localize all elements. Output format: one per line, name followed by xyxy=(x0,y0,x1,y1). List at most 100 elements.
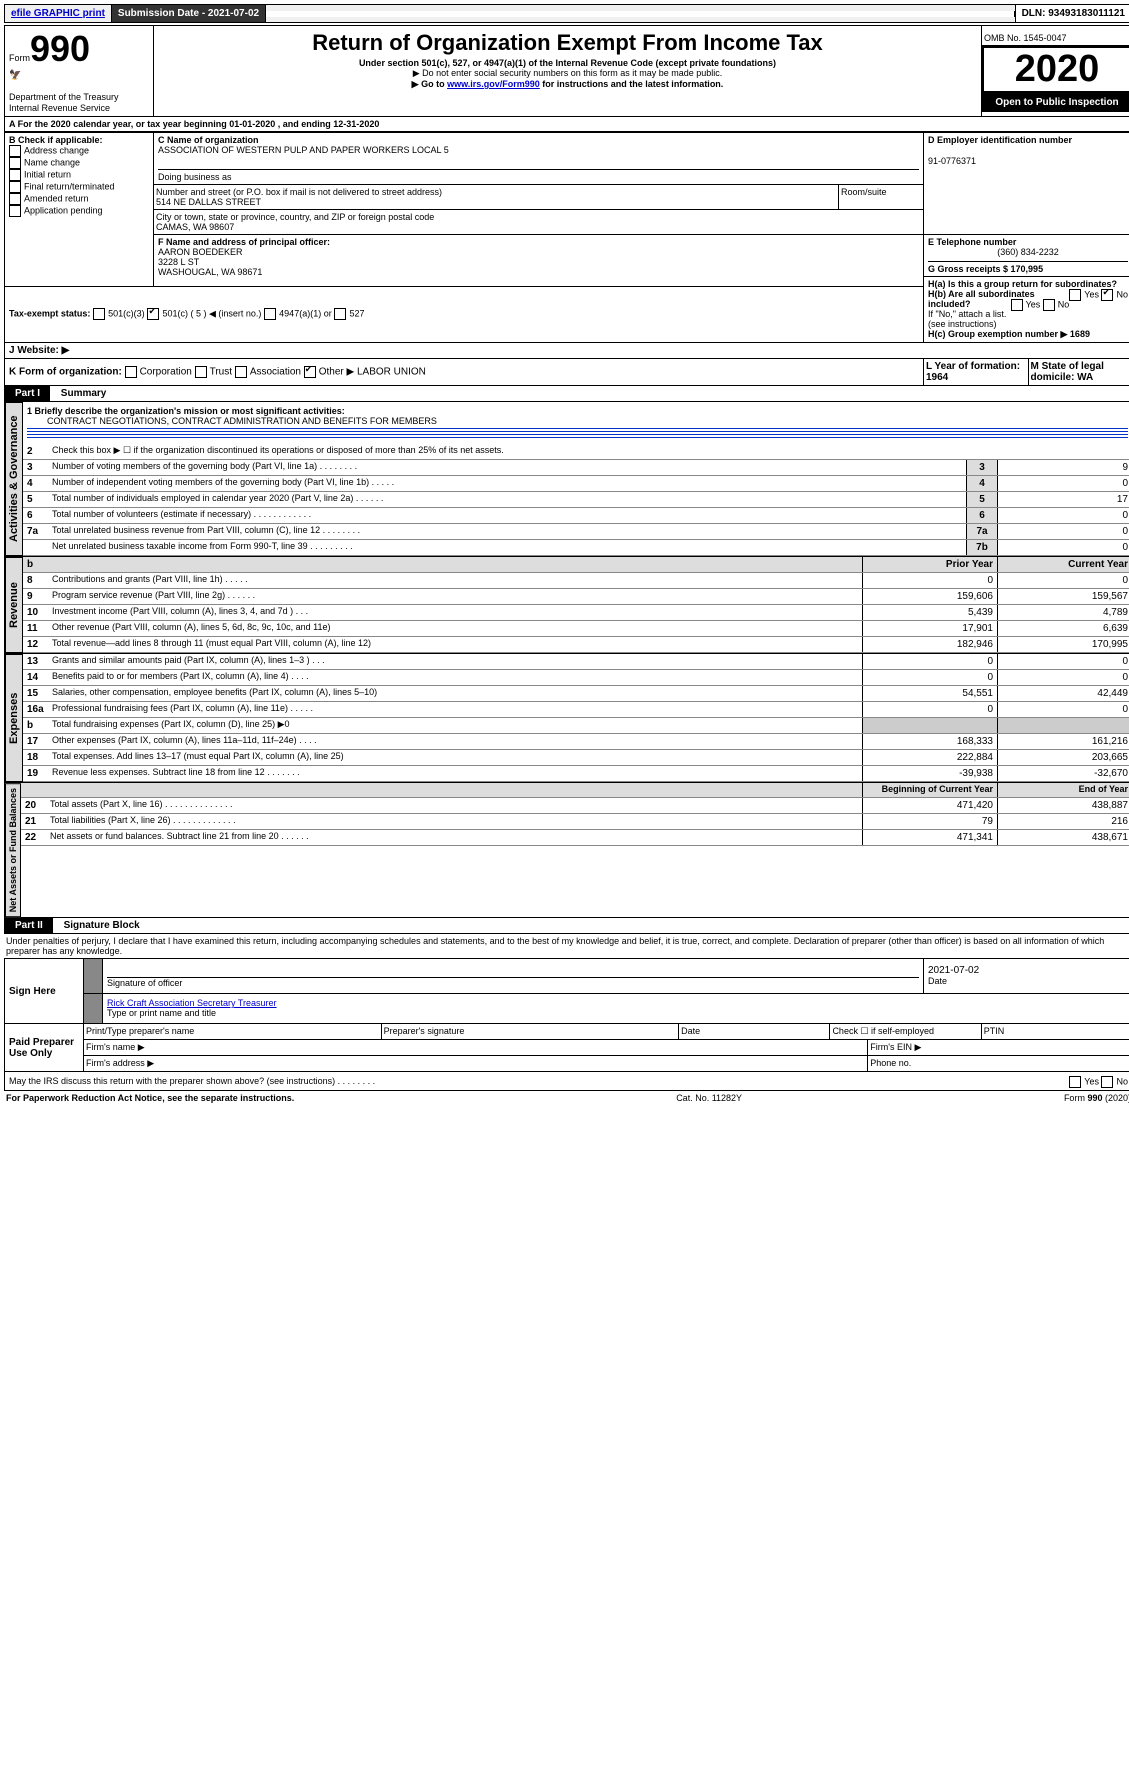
ha-label: H(a) Is this a group return for subordin… xyxy=(928,279,1117,289)
pp-firm: Firm's name ▶ xyxy=(84,1040,868,1055)
submission-date: Submission Date - 2021-07-02 xyxy=(112,5,266,22)
chk-trust[interactable] xyxy=(195,366,207,378)
officer-addr1: 3228 L ST xyxy=(158,257,919,267)
goto-note: Go to www.irs.gov/Form990 for instructio… xyxy=(158,79,977,90)
form-header: Form990 🦅 Department of the Treasury Int… xyxy=(4,25,1129,117)
chk-app-pending[interactable] xyxy=(9,205,21,217)
other-val: LABOR UNION xyxy=(357,367,426,378)
q1-label: 1 Briefly describe the organization's mi… xyxy=(27,406,1128,416)
org-name: ASSOCIATION OF WESTERN PULP AND PAPER WO… xyxy=(158,145,919,155)
data-row: 13Grants and similar amounts paid (Part … xyxy=(23,654,1129,670)
officer-addr2: WASHOUGAL, WA 98671 xyxy=(158,267,919,277)
chk-name-change[interactable] xyxy=(9,157,21,169)
hb-yes[interactable] xyxy=(1011,299,1023,311)
data-row: bTotal fundraising expenses (Part IX, co… xyxy=(23,718,1129,734)
open-public: Open to Public Inspection xyxy=(982,93,1129,112)
pp-sig: Preparer's signature xyxy=(382,1024,680,1039)
chk-assoc[interactable] xyxy=(235,366,247,378)
discuss-no[interactable] xyxy=(1101,1076,1113,1088)
gov-row: 6Total number of volunteers (estimate if… xyxy=(23,508,1129,524)
data-row: 12Total revenue—add lines 8 through 11 (… xyxy=(23,637,1129,653)
pp-date: Date xyxy=(679,1024,830,1039)
col-bgn: Beginning of Current Year xyxy=(862,783,997,797)
chk-corp[interactable] xyxy=(125,366,137,378)
block-b-label: B Check if applicable: xyxy=(9,135,149,145)
ha-no[interactable] xyxy=(1101,289,1113,301)
pp-name: Print/Type preparer's name xyxy=(84,1024,382,1039)
perjury: Under penalties of perjury, I declare th… xyxy=(4,934,1129,958)
hb-no[interactable] xyxy=(1043,299,1055,311)
form-title: Return of Organization Exempt From Incom… xyxy=(158,30,977,56)
city-label: City or town, state or province, country… xyxy=(156,212,921,222)
part1-title: Summary xyxy=(53,388,107,399)
year-formation: L Year of formation: 1964 xyxy=(924,359,1029,385)
chk-initial-return[interactable] xyxy=(9,169,21,181)
q2: Check this box ▶ ☐ if the organization d… xyxy=(52,444,1129,459)
gov-row: 5Total number of individuals employed in… xyxy=(23,492,1129,508)
data-row: 20Total assets (Part X, line 16) . . . .… xyxy=(21,798,1129,814)
hc-label: H(c) Group exemption number ▶ 1689 xyxy=(928,329,1128,340)
pp-ein: Firm's EIN ▶ xyxy=(868,1040,1129,1055)
chk-final-return[interactable] xyxy=(9,181,21,193)
discuss-yes[interactable] xyxy=(1069,1076,1081,1088)
pp-addr: Firm's address ▶ xyxy=(84,1056,868,1071)
sign-here: Sign Here xyxy=(5,959,84,1024)
form-footer: Form 990 (2020) xyxy=(850,1093,1129,1103)
gov-row: 4Number of independent voting members of… xyxy=(23,476,1129,492)
gross-receipts: G Gross receipts $ 170,995 xyxy=(928,261,1128,274)
sec-revenue: Revenue xyxy=(5,557,23,653)
chk-other[interactable] xyxy=(304,366,316,378)
chk-501c3[interactable] xyxy=(93,308,105,320)
data-row: 19Revenue less expenses. Subtract line 1… xyxy=(23,766,1129,782)
data-row: 16aProfessional fundraising fees (Part I… xyxy=(23,702,1129,718)
sig-officer-label: Signature of officer xyxy=(107,978,182,988)
phone-label: E Telephone number xyxy=(928,237,1128,247)
tax-year: 2020 xyxy=(982,46,1129,93)
pra-notice: For Paperwork Reduction Act Notice, see … xyxy=(6,1093,569,1103)
officer-label: F Name and address of principal officer: xyxy=(158,237,919,247)
officer-name-type[interactable]: Rick Craft Association Secretary Treasur… xyxy=(107,998,1128,1008)
pp-phone: Phone no. xyxy=(868,1056,1129,1071)
form-org-label: K Form of organization: xyxy=(9,367,122,378)
date-label: Date xyxy=(928,976,947,986)
entity-info: B Check if applicable: Address change Na… xyxy=(4,132,1129,386)
sig-date: 2021-07-02 xyxy=(928,965,1128,976)
chk-527[interactable] xyxy=(334,308,346,320)
sec-netassets: Net Assets or Fund Balances xyxy=(5,783,21,917)
pp-check[interactable]: Check ☐ if self-employed xyxy=(830,1024,981,1039)
data-row: 15Salaries, other compensation, employee… xyxy=(23,686,1129,702)
addr-value: 514 NE DALLAS STREET xyxy=(156,197,836,207)
irs-eagle-icon: 🦅 xyxy=(9,70,21,81)
chk-4947[interactable] xyxy=(264,308,276,320)
data-row: 22Net assets or fund balances. Subtract … xyxy=(21,830,1129,846)
part2-title: Signature Block xyxy=(56,920,140,931)
pp-ptin: PTIN xyxy=(982,1024,1129,1039)
chk-amended[interactable] xyxy=(9,193,21,205)
sec-governance: Activities & Governance xyxy=(5,402,23,556)
gov-row: 7aTotal unrelated business revenue from … xyxy=(23,524,1129,540)
state-domicile: M State of legal domicile: WA xyxy=(1029,359,1129,385)
ein-value: 91-0776371 xyxy=(928,156,1128,166)
data-row: 14Benefits paid to or for members (Part … xyxy=(23,670,1129,686)
sec-expenses: Expenses xyxy=(5,654,23,782)
data-row: 8Contributions and grants (Part VIII, li… xyxy=(23,573,1129,589)
data-row: 9Program service revenue (Part VIII, lin… xyxy=(23,589,1129,605)
data-row: 10Investment income (Part VIII, column (… xyxy=(23,605,1129,621)
officer-name: AARON BOEDEKER xyxy=(158,247,919,257)
website: J Website: ▶ xyxy=(5,343,1129,359)
ha-yes[interactable] xyxy=(1069,289,1081,301)
gov-row: 3Number of voting members of the governi… xyxy=(23,460,1129,476)
efile-link[interactable]: efile GRAPHIC print xyxy=(5,5,112,22)
tax-status-label: Tax-exempt status: xyxy=(9,309,90,319)
col-curr: Current Year xyxy=(997,557,1129,572)
discuss-q: May the IRS discuss this return with the… xyxy=(9,1076,375,1086)
chk-address-change[interactable] xyxy=(9,145,21,157)
hb-note: If "No," attach a list. (see instruction… xyxy=(928,309,1128,329)
chk-501c[interactable] xyxy=(147,308,159,320)
tax-period: A For the 2020 calendar year, or tax yea… xyxy=(4,117,1129,132)
room-label: Room/suite xyxy=(839,185,923,209)
irs-label: Internal Revenue Service xyxy=(9,103,110,113)
addr-label: Number and street (or P.O. box if mail i… xyxy=(156,187,836,197)
irs-link[interactable]: www.irs.gov/Form990 xyxy=(447,79,540,89)
cat-no: Cat. No. 11282Y xyxy=(569,1093,850,1103)
